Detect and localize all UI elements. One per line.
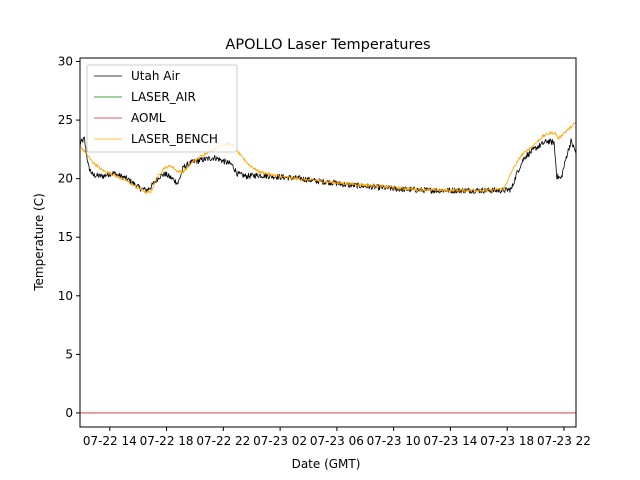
series-layer xyxy=(80,121,576,414)
y-tick-label: 5 xyxy=(65,347,73,361)
x-tick-label: 07-23 10 xyxy=(367,434,421,448)
legend-label-laser-bench: LASER_BENCH xyxy=(131,132,218,146)
x-tick-label: 07-23 22 xyxy=(537,434,591,448)
x-axis-label: Date (GMT) xyxy=(292,457,361,471)
series-line-laser-bench xyxy=(80,121,576,195)
y-tick-label: 20 xyxy=(58,172,73,186)
y-tick-label: 30 xyxy=(58,55,73,69)
x-tick-label: 07-22 18 xyxy=(140,434,194,448)
x-tick-label: 07-22 22 xyxy=(196,434,250,448)
x-tick-label: 07-23 14 xyxy=(423,434,477,448)
legend-label-utah-air: Utah Air xyxy=(131,69,180,83)
y-tick-label: 0 xyxy=(65,406,73,420)
plot-frame xyxy=(79,57,577,428)
y-tick-label: 10 xyxy=(58,289,73,303)
y-tick-label: 15 xyxy=(58,230,73,244)
x-tick-label: 07-22 14 xyxy=(83,434,137,448)
x-tick-label: 07-23 06 xyxy=(310,434,364,448)
legend: Utah Air LASER_AIR AOML LASER_BENCH xyxy=(86,64,238,153)
x-tick-label: 07-23 02 xyxy=(253,434,307,448)
y-axis-label: Temperature (C) xyxy=(32,193,46,292)
chart-title: APOLLO Laser Temperatures xyxy=(225,37,430,53)
x-tick-label: 07-23 18 xyxy=(480,434,534,448)
legend-label-laser-air: LASER_AIR xyxy=(131,90,196,104)
legend-label-aoml: AOML xyxy=(131,111,166,125)
y-tick-label: 25 xyxy=(58,113,73,127)
legend-box xyxy=(86,64,238,153)
